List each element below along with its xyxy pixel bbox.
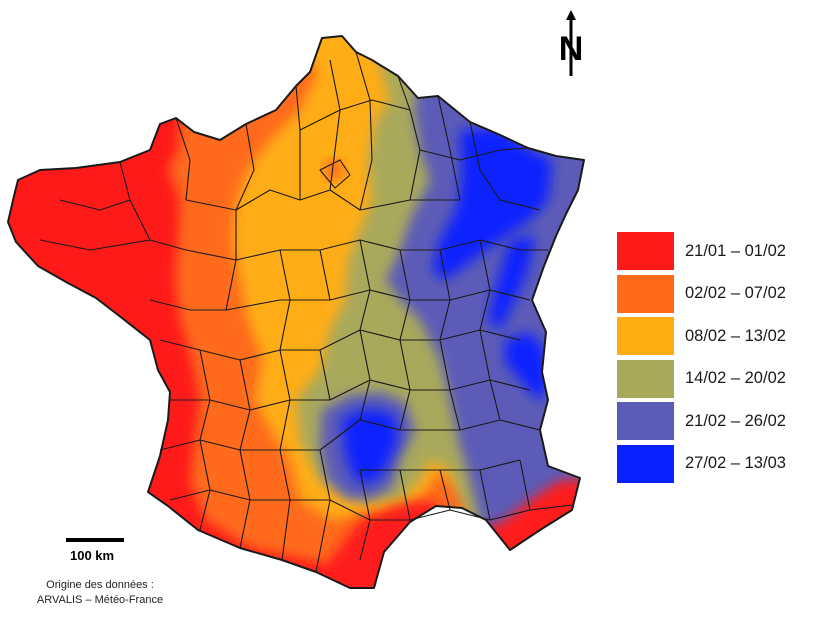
legend-item: 14/02 – 20/02: [617, 358, 817, 401]
legend-swatch: [617, 444, 674, 483]
legend-label: 02/02 – 07/02: [685, 284, 786, 303]
department-borders: [7, 35, 585, 589]
legend-swatch: [617, 274, 674, 313]
legend-item: 21/01 – 01/02: [617, 230, 817, 273]
data-source: Origine des données : ARVALIS – Météo-Fr…: [0, 578, 200, 608]
zone-27feb-13mar-jura: [488, 236, 535, 330]
legend-label: 08/02 – 13/02: [685, 326, 786, 345]
zone-27feb-13mar-massif-central: [342, 408, 398, 484]
legend-swatch: [617, 317, 674, 356]
legend-label: 21/01 – 01/02: [685, 241, 786, 260]
legend-item: 02/02 – 07/02: [617, 273, 817, 316]
north-letter: N: [559, 30, 584, 68]
source-line-2: ARVALIS – Météo-France: [36, 594, 164, 606]
legend-item: 08/02 – 13/02: [617, 315, 817, 358]
legend-swatch: [617, 359, 674, 398]
source-line-1: Origine des données :: [46, 579, 154, 591]
legend-item: 21/02 – 26/02: [617, 400, 817, 443]
zone-27feb-13mar-vosges: [432, 128, 552, 280]
legend-label: 14/02 – 20/02: [685, 369, 786, 388]
scale-bar: [66, 538, 124, 542]
map-legend: 21/01 – 01/02 02/02 – 07/02 08/02 – 13/02 1…: [617, 230, 817, 485]
scale-bar-label: 100 km: [70, 548, 115, 563]
legend-swatch: [617, 232, 674, 271]
legend-swatch: [617, 402, 674, 441]
legend-label: 21/02 – 26/02: [685, 411, 786, 430]
north-arrow-icon: N: [559, 10, 584, 76]
legend-label: 27/02 – 13/03: [685, 454, 786, 473]
zone-27feb-13mar-alps: [505, 332, 548, 400]
legend-item: 27/02 – 13/03: [617, 443, 817, 486]
